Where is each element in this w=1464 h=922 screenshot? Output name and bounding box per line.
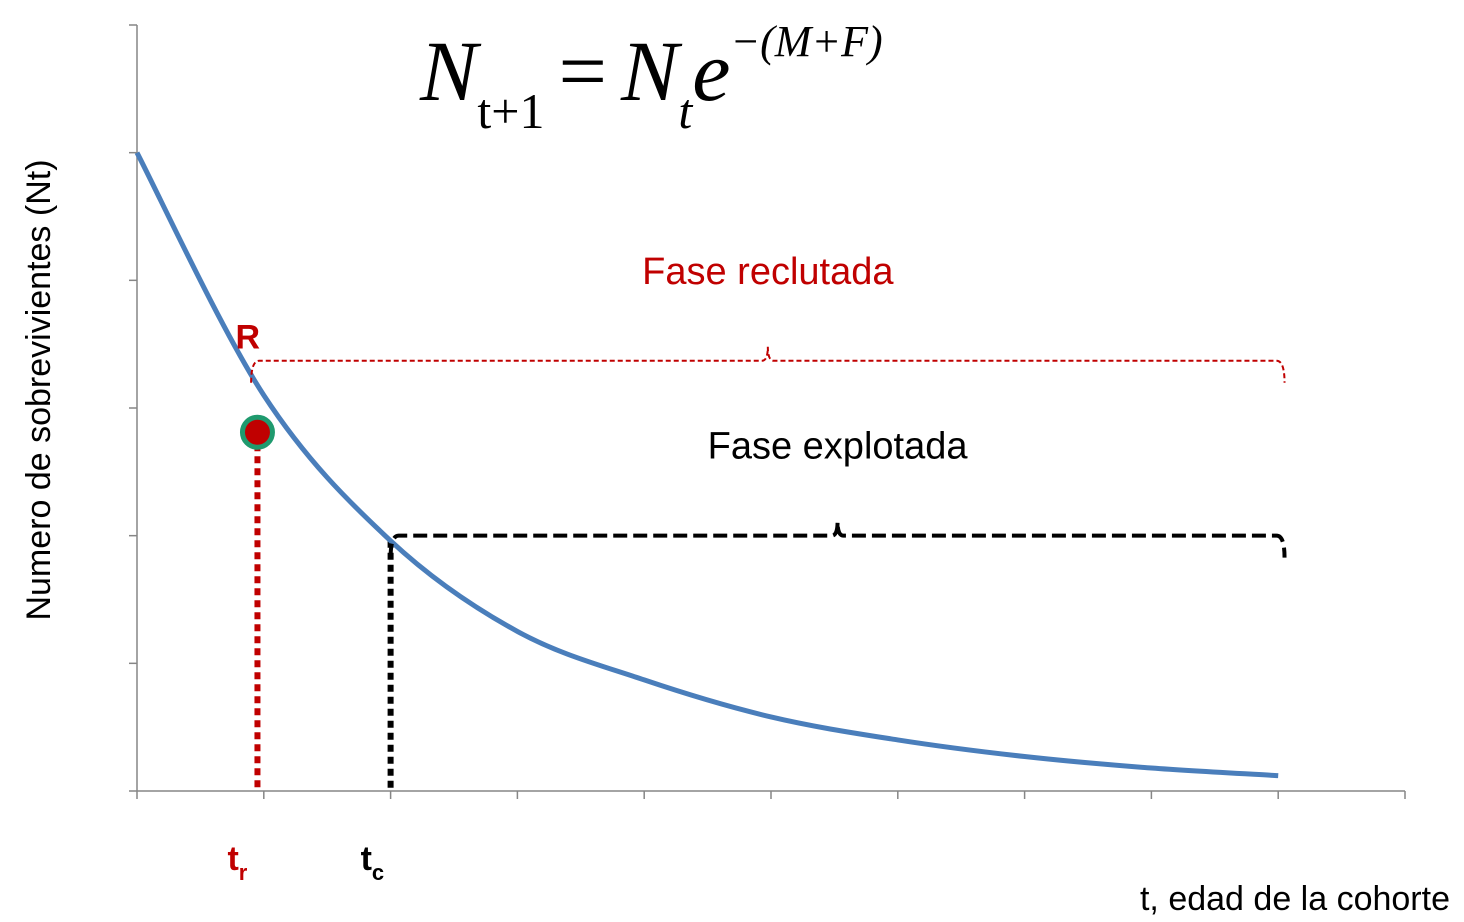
recruit-point: [239, 414, 275, 450]
marker-letter: t: [361, 840, 372, 878]
formula: Nt+1 = Nte−(M+F): [419, 17, 883, 139]
marker-label: tc: [361, 840, 385, 885]
recruit-label: R: [235, 318, 260, 356]
y-axis-label: Numero de sobrevivientes (Nt): [20, 159, 58, 620]
marker-subscript: c: [372, 860, 384, 885]
survival-curve: [134, 151, 1279, 779]
marker-label: tr: [227, 840, 247, 885]
marker-subscript: r: [239, 860, 248, 885]
x-axis-label: t, edad de la cohorte: [1140, 880, 1450, 918]
phase-label: Fase reclutada: [642, 251, 894, 293]
phase-brace: [388, 521, 1287, 558]
marker-letter: t: [227, 840, 238, 878]
phase-brace: [250, 346, 1286, 383]
phase-label: Fase explotada: [708, 426, 969, 468]
